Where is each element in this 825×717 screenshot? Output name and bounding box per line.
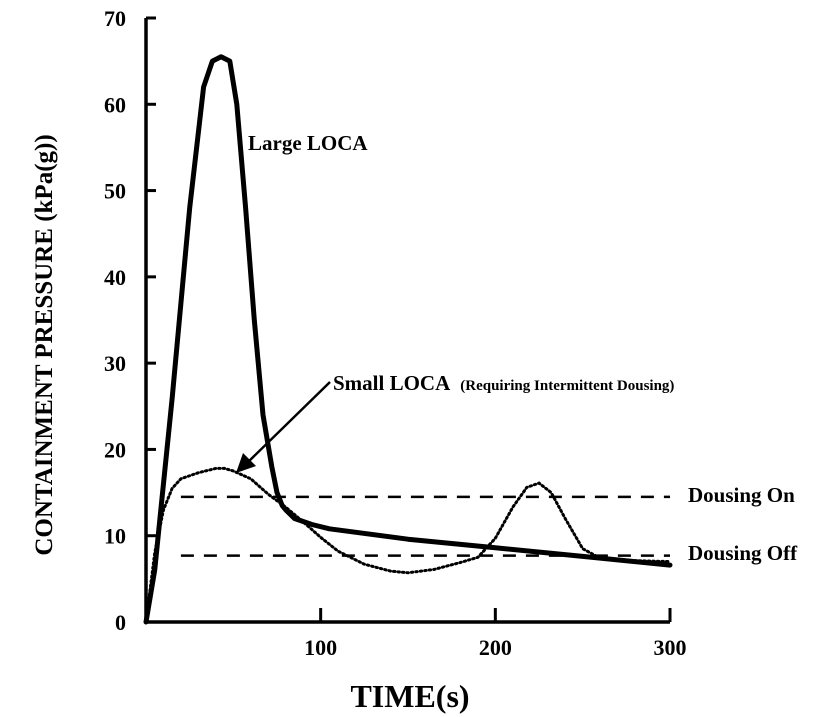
y-tick-label: 0 — [115, 610, 126, 635]
small-loca-note: (Requiring Intermittent Dousing) — [460, 378, 674, 394]
series-layer — [143, 54, 673, 625]
small-loca-name: Small LOCA — [333, 371, 451, 395]
y-tick-label: 60 — [104, 92, 126, 117]
y-tick-label: 50 — [104, 179, 126, 204]
x-tick-label: 300 — [654, 635, 687, 660]
small-loca-arrowhead — [236, 453, 256, 473]
y-tick-label: 20 — [104, 437, 126, 462]
series-small-loca — [144, 466, 672, 624]
small-loca-arrow — [245, 381, 331, 465]
series-large-loca — [143, 54, 673, 625]
large-loca-label: Large LOCA — [248, 131, 368, 155]
ticks: 0 10 20 30 40 50 60 70 100 200 300 — [104, 6, 687, 660]
y-tick-label: 10 — [104, 524, 126, 549]
y-tick-label: 70 — [104, 6, 126, 31]
y-tick-label: 40 — [104, 265, 126, 290]
x-axis-title: TIME(s) — [350, 678, 469, 714]
y-axis-title: CONTAINMENT PRESSURE (kPa(g)) — [31, 134, 58, 555]
small-loca-label: Small LOCA (Requiring Intermittent Dousi… — [333, 371, 674, 395]
x-tick-label: 200 — [479, 635, 512, 660]
dousing-off-label: Dousing Off — [688, 541, 798, 565]
x-tick-label: 100 — [304, 635, 337, 660]
y-tick-label: 30 — [104, 351, 126, 376]
axes — [144, 18, 670, 624]
dousing-on-label: Dousing On — [688, 483, 795, 507]
